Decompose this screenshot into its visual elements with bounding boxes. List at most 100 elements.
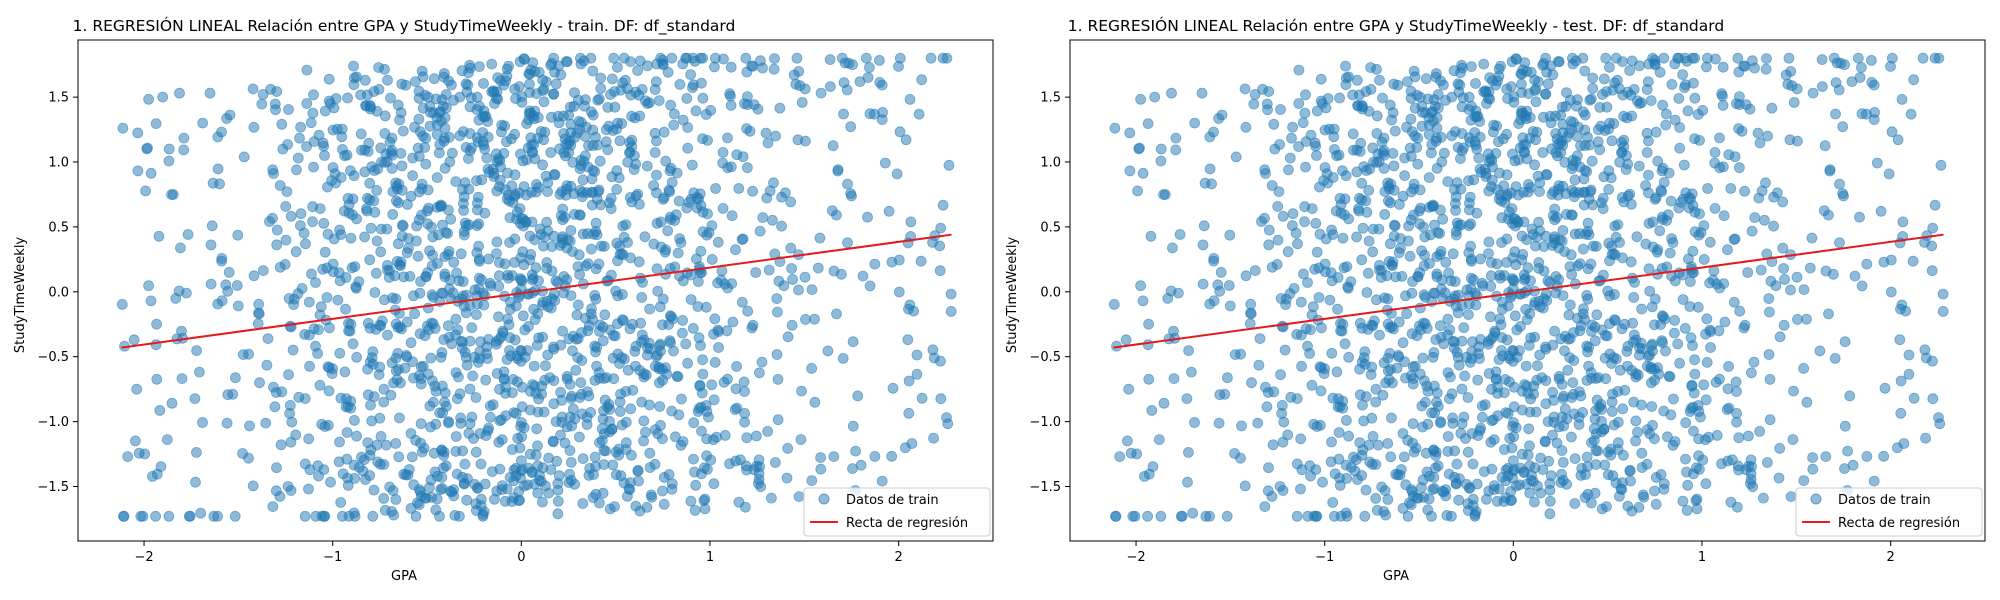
data-point	[415, 418, 427, 430]
data-point	[474, 353, 486, 364]
data-point	[1409, 102, 1421, 114]
data-point	[615, 470, 627, 482]
data-point	[128, 334, 140, 346]
data-point	[569, 478, 581, 490]
data-point	[718, 53, 729, 65]
data-point	[1223, 280, 1235, 291]
regression-line	[1113, 233, 1944, 349]
data-point	[1384, 238, 1396, 250]
data-point	[697, 368, 709, 380]
data-point	[425, 221, 437, 233]
data-point	[609, 86, 620, 97]
data-point	[118, 510, 129, 522]
data-point	[699, 493, 711, 505]
data-point	[1367, 223, 1379, 235]
data-point	[935, 222, 947, 234]
data-point	[564, 445, 576, 456]
data-point	[528, 303, 540, 315]
data-point	[1254, 333, 1266, 345]
data-point	[1630, 415, 1642, 427]
data-point	[699, 462, 710, 474]
data-point	[550, 78, 562, 90]
data-point	[1746, 461, 1757, 473]
data-point	[663, 319, 674, 331]
data-point	[458, 204, 470, 216]
data-point	[747, 185, 758, 197]
data-point	[271, 239, 283, 251]
data-point	[334, 436, 345, 448]
data-point	[516, 431, 528, 443]
data-point	[1731, 386, 1742, 397]
data-point	[552, 478, 564, 489]
data-point	[612, 61, 623, 73]
data-point	[204, 87, 216, 99]
data-point	[439, 162, 451, 174]
data-point	[1575, 469, 1587, 481]
data-point	[1606, 358, 1617, 369]
data-point	[323, 73, 335, 85]
data-point	[828, 265, 840, 277]
data-point	[1465, 218, 1477, 230]
data-point	[1470, 78, 1481, 89]
data-point	[1677, 495, 1689, 507]
legend: Datos de train Recta de regresión	[1795, 487, 1983, 537]
data-point	[1559, 345, 1570, 357]
data-point	[1356, 177, 1368, 189]
data-point	[142, 142, 153, 154]
data-point	[1147, 461, 1159, 473]
data-point	[1407, 418, 1419, 430]
data-point	[561, 373, 573, 385]
data-point	[925, 52, 937, 64]
data-point	[893, 286, 905, 298]
data-point	[1198, 220, 1210, 232]
data-point	[1788, 385, 1799, 397]
data-point	[771, 349, 783, 360]
data-point	[472, 191, 484, 203]
data-point	[1502, 93, 1513, 104]
data-point	[1636, 447, 1648, 459]
data-point	[612, 348, 624, 360]
data-point	[837, 352, 849, 364]
data-point	[342, 192, 354, 204]
data-point	[1377, 389, 1389, 401]
data-point	[473, 255, 485, 267]
data-point	[792, 134, 804, 146]
data-point	[620, 219, 632, 231]
data-point	[1439, 287, 1451, 299]
data-point	[869, 450, 881, 462]
data-point	[1895, 303, 1906, 315]
data-point	[545, 147, 557, 158]
data-point	[471, 132, 483, 144]
data-point	[552, 495, 564, 507]
data-point	[489, 493, 500, 505]
data-point	[295, 208, 307, 220]
data-point	[685, 69, 696, 80]
data-point	[741, 432, 753, 444]
data-point	[247, 83, 259, 95]
data-point	[1402, 76, 1413, 87]
data-point	[317, 137, 329, 149]
data-point	[1416, 400, 1428, 412]
data-point	[1630, 435, 1641, 447]
data-point	[1568, 355, 1580, 366]
data-point	[1447, 248, 1459, 260]
data-point	[1523, 423, 1535, 435]
data-point	[368, 195, 380, 207]
x-tick-label: −1	[323, 550, 342, 565]
data-point	[1442, 445, 1454, 457]
data-point	[1468, 174, 1480, 186]
data-point	[1473, 341, 1485, 353]
data-point	[516, 381, 528, 393]
data-point	[1343, 351, 1355, 363]
data-point	[1643, 263, 1655, 275]
data-point	[577, 453, 589, 465]
data-point	[606, 73, 618, 85]
data-point	[433, 229, 444, 241]
data-point	[1435, 245, 1447, 257]
data-point	[1625, 256, 1637, 268]
data-point	[702, 134, 713, 146]
data-point	[1868, 475, 1880, 487]
data-point	[1438, 79, 1449, 91]
data-point	[651, 169, 662, 181]
data-point	[633, 256, 645, 268]
